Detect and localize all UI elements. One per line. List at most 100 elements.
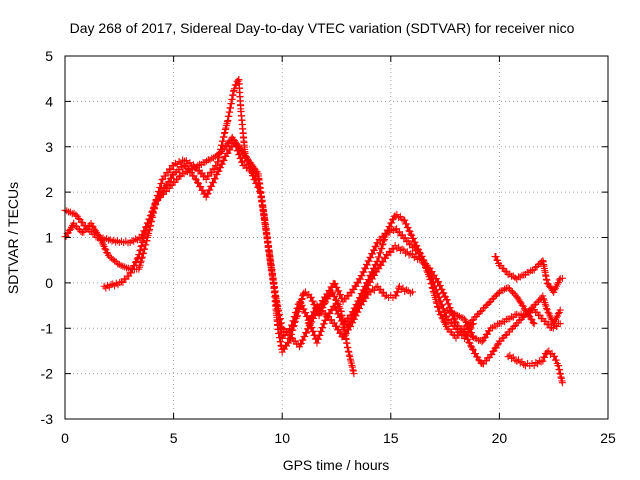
data-point xyxy=(149,205,157,213)
data-point xyxy=(167,174,175,182)
data-point xyxy=(191,175,199,183)
data-point xyxy=(350,315,358,323)
data-point xyxy=(113,237,121,245)
data-point xyxy=(316,331,324,339)
data-point xyxy=(473,335,481,343)
data-point xyxy=(354,308,362,316)
data-point xyxy=(217,147,225,155)
data-point xyxy=(320,320,328,328)
data-point xyxy=(175,173,183,181)
data-point xyxy=(508,354,516,362)
data-point xyxy=(336,313,344,321)
data-point xyxy=(154,197,162,205)
data-point xyxy=(131,258,139,266)
data-point xyxy=(465,325,473,333)
data-point xyxy=(317,328,325,336)
data-point xyxy=(382,250,390,258)
data-point xyxy=(342,320,350,328)
data-point xyxy=(97,236,105,244)
data-point xyxy=(146,215,154,223)
data-point xyxy=(345,292,353,300)
data-point xyxy=(374,282,382,290)
data-point xyxy=(378,289,386,297)
x-tick-label: 25 xyxy=(600,430,616,446)
data-point xyxy=(336,290,344,298)
data-point xyxy=(367,254,375,262)
chart-title: Day 268 of 2017, Sidereal Day-to-day VTE… xyxy=(70,20,575,36)
data-point xyxy=(558,379,566,387)
data-point xyxy=(287,334,295,342)
data-point xyxy=(443,316,451,324)
data-point xyxy=(378,244,386,252)
data-point xyxy=(530,320,538,328)
data-point xyxy=(307,293,315,301)
data-point xyxy=(389,227,397,235)
data-point xyxy=(393,288,401,296)
data-point xyxy=(468,345,476,353)
data-point xyxy=(469,333,477,341)
data-point xyxy=(440,289,448,297)
data-point xyxy=(527,304,535,312)
data-point xyxy=(518,358,526,366)
data-point xyxy=(480,334,488,342)
data-point xyxy=(378,241,386,249)
data-point xyxy=(199,186,207,194)
data-point xyxy=(380,233,388,241)
data-point xyxy=(296,340,304,348)
data-point xyxy=(409,244,417,252)
data-point xyxy=(511,274,519,282)
data-point xyxy=(407,230,415,238)
data-point xyxy=(362,265,370,273)
data-point xyxy=(536,295,544,303)
data-point xyxy=(135,251,143,259)
data-point xyxy=(302,309,310,317)
data-point xyxy=(506,351,514,359)
data-point xyxy=(162,187,170,195)
data-point xyxy=(443,306,451,314)
data-point xyxy=(309,297,317,305)
data-point xyxy=(72,211,80,219)
data-point xyxy=(410,243,418,251)
data-point xyxy=(411,247,419,255)
data-point xyxy=(510,322,518,330)
data-point xyxy=(545,320,553,328)
data-point xyxy=(367,288,375,296)
data-point xyxy=(331,280,339,288)
data-point xyxy=(398,231,406,239)
data-point xyxy=(203,190,211,198)
data-point xyxy=(509,353,517,361)
data-point xyxy=(309,327,317,335)
data-point xyxy=(375,253,383,261)
data-point xyxy=(455,322,463,330)
data-point xyxy=(211,175,219,183)
data-point xyxy=(420,258,428,266)
data-point xyxy=(520,361,528,369)
data-point xyxy=(171,178,179,186)
data-point xyxy=(331,293,339,301)
data-point xyxy=(343,291,351,299)
data-point xyxy=(452,311,460,319)
data-point xyxy=(75,215,83,223)
data-point xyxy=(331,302,339,310)
data-point xyxy=(430,271,438,279)
data-point xyxy=(290,317,298,325)
data-point xyxy=(372,243,380,251)
data-point xyxy=(469,320,477,328)
data-point xyxy=(304,319,312,327)
data-point xyxy=(504,271,512,279)
series-track-8 xyxy=(504,347,566,387)
data-point xyxy=(213,170,221,178)
data-point xyxy=(382,230,390,238)
data-point xyxy=(552,356,560,364)
data-point xyxy=(380,288,388,296)
data-point xyxy=(288,321,296,329)
data-point xyxy=(310,308,318,316)
data-point xyxy=(101,245,109,253)
grid xyxy=(65,56,608,419)
x-tick-label: 15 xyxy=(383,430,399,446)
data-point xyxy=(278,325,286,333)
data-point xyxy=(403,238,411,246)
data-point xyxy=(107,281,115,289)
data-point xyxy=(428,268,436,276)
data-point xyxy=(148,208,156,216)
